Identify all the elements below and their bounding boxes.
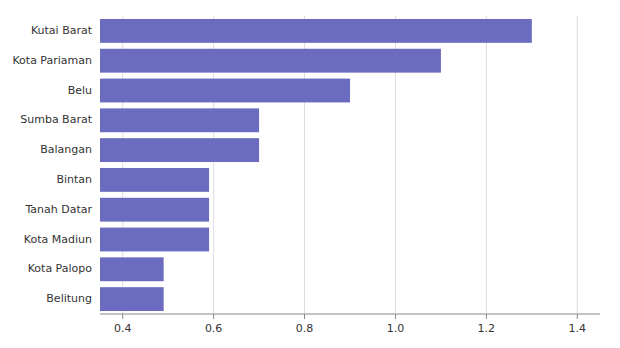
tick-mark — [304, 314, 305, 319]
category-label: Kota Madiun — [24, 233, 92, 246]
category-label: Kota Palopo — [28, 262, 93, 275]
bar — [100, 138, 259, 162]
tick-label: 0.6 — [205, 322, 223, 335]
bar — [100, 287, 164, 311]
bar — [100, 108, 259, 132]
tick-label: 1.2 — [478, 322, 496, 335]
tick-mark — [213, 314, 214, 319]
y-axis: Belitung Kota Palopo Kota Madiun Tanah Data… — [12, 24, 92, 305]
axis-line — [100, 314, 600, 315]
tick-label: 0.4 — [114, 322, 132, 335]
tick-mark — [122, 314, 123, 319]
tick-label: 1.4 — [569, 322, 587, 335]
bar — [100, 49, 441, 73]
bar — [100, 79, 350, 103]
bar — [100, 168, 209, 192]
grid-line — [577, 16, 578, 314]
bars — [100, 19, 532, 311]
category-label: Bintan — [56, 173, 92, 186]
category-label: Belitung — [46, 292, 92, 305]
category-label: Belu — [68, 84, 92, 97]
category-label: Kutai Barat — [31, 24, 93, 37]
category-label: Tanah Datar — [24, 203, 92, 216]
chart-container: 0.4 0.6 0.8 1.0 1.2 1.4 Belitung Kota Palopo Kot… — [0, 0, 620, 348]
grid-line — [486, 16, 487, 314]
category-label: Balangan — [40, 143, 92, 156]
chart-svg: 0.4 0.6 0.8 1.0 1.2 1.4 Belitung Kota Palopo Kot… — [0, 0, 620, 348]
tick-mark — [486, 314, 487, 319]
bar — [100, 198, 209, 222]
tick-mark — [577, 314, 578, 319]
category-label: Kota Pariaman — [12, 54, 92, 67]
x-axis: 0.4 0.6 0.8 1.0 1.2 1.4 — [100, 314, 600, 335]
tick-label: 1.0 — [387, 322, 405, 335]
category-label: Sumba Barat — [20, 113, 92, 126]
bar — [100, 257, 164, 281]
tick-label: 0.8 — [296, 322, 314, 335]
bar — [100, 228, 209, 252]
tick-mark — [395, 314, 396, 319]
bar — [100, 19, 532, 43]
